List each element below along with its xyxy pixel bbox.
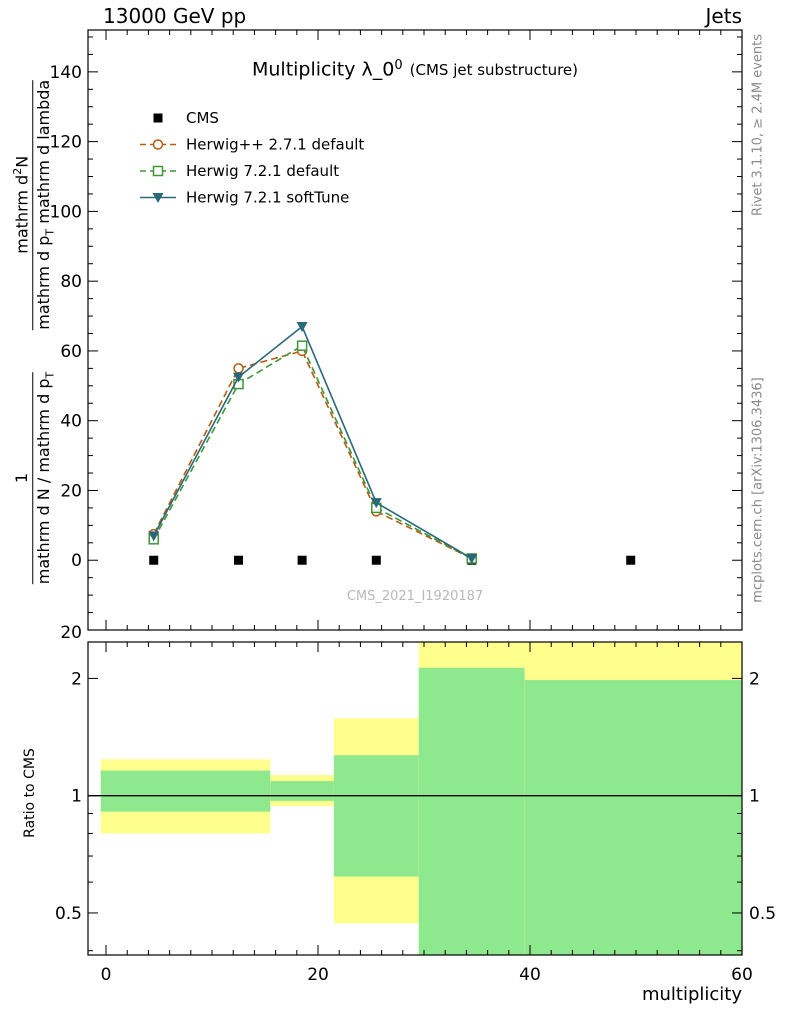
x-ticks: 0 20 40 60 [101, 30, 753, 985]
ratio-panel-frame [87, 641, 743, 956]
ratio-y-tick-label-left: 0.5 [55, 904, 82, 924]
ylabel-text: mathrm d N / mathrm d p [33, 378, 53, 585]
ylabel-text: mathrm d lambda [34, 79, 54, 229]
rivet-version-label: Rivet 3.1.10, ≥ 2.4M events [750, 33, 766, 217]
x-axis-label: multiplicity [641, 984, 742, 1005]
legend-item-herwig-7-2-1-default: Herwig 7.2.1 default [140, 162, 339, 180]
ratio-y-ticks: 0.5 0.5 1 1 2 2 [55, 669, 776, 952]
plot-title-note: (CMS jet substructure) [409, 61, 579, 80]
plot-title: Multiplicity λ_00 (CMS jet substructure) [252, 58, 578, 80]
ratio-band-green [270, 781, 334, 801]
legend-item-herwig-7-2-1-softtune: Herwig 7.2.1 softTune [140, 189, 349, 207]
main-y-bottom-edge-label: 20 [60, 623, 82, 643]
legend-label: CMS [186, 109, 219, 127]
ratio-band-green [100, 770, 271, 812]
x-tick-label: 20 [307, 965, 329, 985]
main-y-tick-label: 100 [50, 202, 82, 222]
series-cms [149, 555, 636, 565]
filled-square-marker [297, 555, 307, 565]
ylabel-text: mathrm d [12, 174, 32, 254]
filled-square-marker [371, 555, 381, 565]
plot-title-main: Multiplicity λ_0 [251, 58, 395, 81]
main-y-tick-label: 60 [60, 342, 82, 362]
plot-title-superscript: 0 [394, 58, 403, 73]
ratio-band-green [333, 755, 419, 877]
ylabel-subscript: T [43, 371, 57, 379]
main-y-tick-label: 140 [50, 63, 82, 83]
ylabel-prefactor-numerator: 1 [11, 371, 33, 585]
ratio-bands [100, 642, 742, 955]
filled-triangle-down-marker [233, 372, 245, 383]
main-y-tick-label: 80 [60, 272, 82, 292]
series-line [153, 344, 473, 560]
x-tick-label: 60 [731, 965, 753, 985]
filled-triangle-down-marker [466, 553, 478, 564]
ratio-band-green [524, 680, 742, 955]
header-process-label: Jets [705, 4, 742, 28]
ratio-y-tick-label-right: 2 [749, 669, 760, 689]
filled-triangle-down-marker [370, 498, 382, 509]
ratio-y-tick-label-right: 0.5 [749, 904, 776, 924]
legend-item-cms: CMS [153, 109, 219, 127]
legend-item-herwig-2-7-1-default: Herwig++ 2.7.1 default [140, 136, 364, 154]
main-y-tick-label: 0 [71, 551, 82, 571]
ylabel-derivative-denominator: mathrm d pT mathrm d lambda [34, 80, 57, 330]
ylabel-subscript: T [43, 228, 57, 236]
ratio-y-tick-label-left: 2 [71, 669, 82, 689]
ylabel-prefactor-fraction: 1 mathrm d N / mathrm d pT [11, 371, 56, 585]
filled-square-marker [149, 555, 159, 565]
legend-label: Herwig 7.2.1 default [186, 162, 339, 180]
mcplots-credit-label: mcplots.cern.ch [arXiv:1306.3436] [750, 377, 766, 603]
filled-square-marker [234, 555, 244, 565]
series-herwig-2-7-1-default [148, 345, 477, 564]
open-square-marker [296, 340, 308, 351]
ylabel-derivative-numerator: mathrm d2N [11, 79, 34, 330]
main-y-axis-label: 1 mathrm d N / mathrm d pT mathrm d2N ma… [11, 79, 57, 585]
x-tick-label: 0 [101, 965, 112, 985]
ylabel-text: mathrm d p [34, 235, 54, 330]
filled-square-marker [153, 113, 163, 123]
ylabel-derivative-fraction: mathrm d2N mathrm d pT mathrm d lambda [11, 79, 57, 330]
legend-label: Herwig 7.2.1 softTune [186, 189, 349, 207]
main-y-tick-label: 40 [60, 412, 82, 432]
open-circle-marker [152, 139, 164, 150]
ylabel-superscript: 2 [11, 167, 25, 175]
ylabel-text: N [12, 155, 32, 168]
header-beam-label: 13000 GeV pp [103, 4, 247, 28]
filled-triangle-down-marker [296, 322, 308, 333]
ratio-y-tick-label-right: 1 [749, 787, 760, 807]
ylabel-prefactor-denominator: mathrm d N / mathrm d pT [33, 372, 56, 584]
ratio-band-green [418, 667, 525, 955]
legend-label: Herwig++ 2.7.1 default [186, 136, 364, 154]
open-square-marker [152, 165, 164, 177]
analysis-id-watermark: CMS_2021_I1920187 [346, 589, 484, 604]
main-panel-frame [87, 29, 743, 631]
main-y-tick-label: 120 [50, 133, 82, 153]
filled-triangle-down-marker [152, 193, 164, 203]
ratio-y-axis-label: Ratio to CMS [22, 748, 38, 838]
series-line [153, 349, 473, 560]
ratio-y-tick-label-left: 1 [71, 787, 82, 807]
series-herwig-7-2-1-softtune [148, 322, 478, 564]
open-circle-marker [233, 363, 244, 374]
main-y-tick-label: 20 [60, 481, 82, 501]
x-tick-label: 40 [519, 965, 541, 985]
main-y-ticks: 0 20 40 60 80 100 120 140 20 [50, 36, 742, 643]
filled-square-marker [626, 555, 636, 565]
filled-triangle-down-marker [148, 531, 160, 542]
